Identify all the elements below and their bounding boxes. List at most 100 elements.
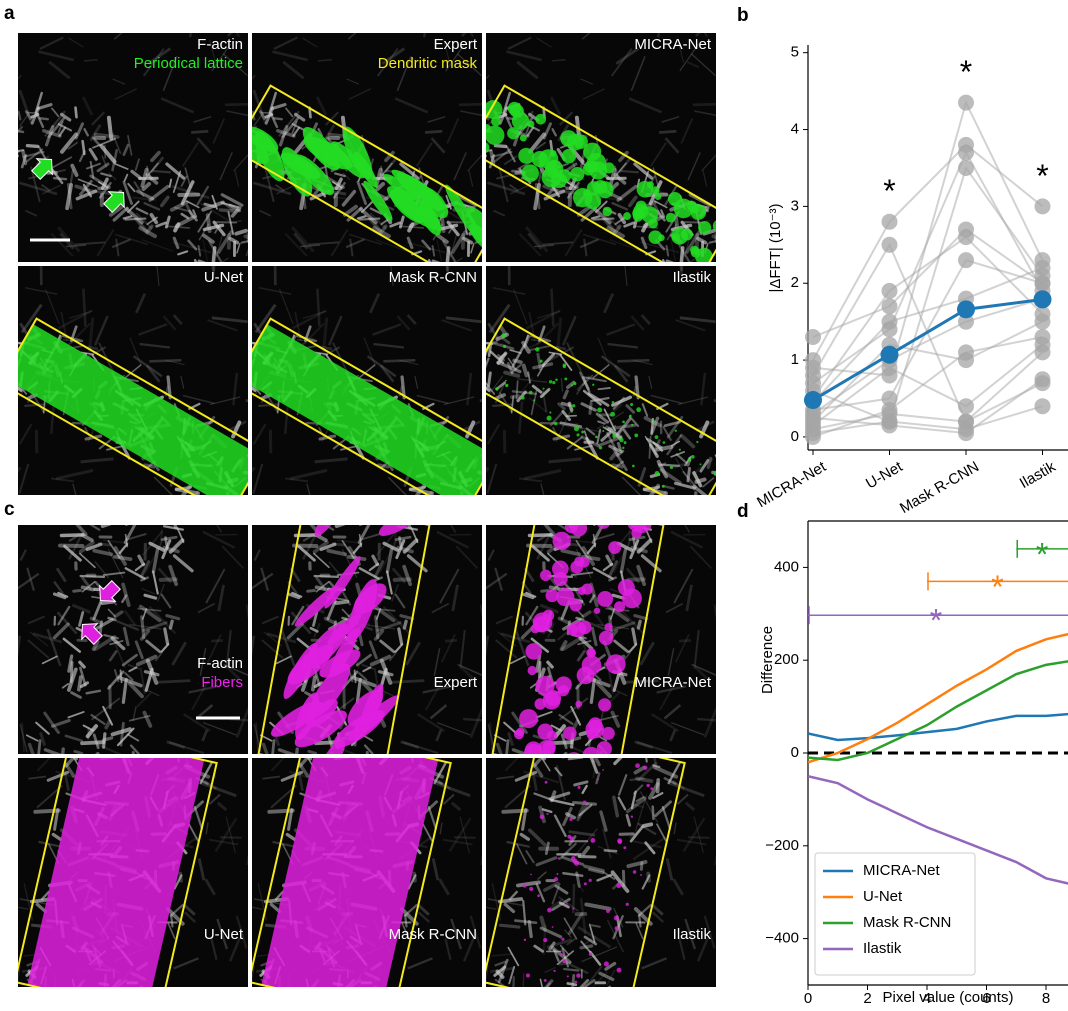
paired-point (882, 298, 898, 314)
texture (142, 617, 144, 638)
segmentation-mask (558, 857, 560, 859)
texture (327, 754, 332, 759)
segmentation-mask (540, 570, 551, 581)
texture (605, 850, 616, 851)
segmentation-mask (495, 387, 498, 390)
texture (2, 144, 16, 149)
texture (618, 443, 620, 449)
y-tick-label: 5 (791, 44, 799, 61)
texture (0, 381, 11, 384)
texture (717, 223, 732, 232)
texture (641, 863, 642, 870)
segmentation-mask (566, 903, 568, 905)
texture (352, 990, 370, 997)
segmentation-mask (571, 384, 573, 386)
x-tick-label: Mask R-CNN (897, 458, 982, 517)
segmentation-mask (666, 213, 676, 223)
texture (83, 141, 85, 154)
paired-point (882, 402, 898, 418)
micrograph (478, 502, 719, 785)
texture (358, 1001, 361, 1006)
segmentation-mask (640, 874, 642, 876)
segmentation-mask (690, 246, 699, 255)
segmentation-mask (516, 728, 525, 737)
texture (696, 505, 701, 523)
segmentation-mask (545, 781, 548, 784)
tile-caption: Expert (434, 36, 478, 53)
x-tick-label: Ilastik (1017, 458, 1059, 492)
texture (95, 134, 117, 137)
segmentation-mask (555, 378, 558, 381)
texture (71, 662, 72, 681)
x-tick-label: 2 (863, 990, 871, 1006)
segmentation-mask (614, 916, 619, 921)
texture (82, 742, 103, 743)
segmentation-mask (485, 126, 504, 145)
micrograph (15, 723, 252, 1006)
texture (714, 219, 727, 256)
y-tick-label: 2 (791, 274, 799, 291)
segmentation-mask (563, 959, 567, 963)
texture (76, 108, 77, 117)
texture (11, 154, 17, 156)
segmentation-mask (572, 404, 575, 407)
y-axis-label: Difference (759, 626, 776, 694)
texture (621, 171, 639, 172)
segmentation-mask (602, 769, 604, 771)
segmentation-mask (662, 485, 665, 488)
mean-point (881, 346, 899, 364)
texture (539, 515, 549, 520)
texture (542, 590, 549, 591)
segmentation-mask (571, 410, 573, 412)
segmentation-mask (526, 974, 530, 978)
texture (462, 505, 467, 523)
texture (94, 507, 95, 514)
segmentation-mask (632, 465, 635, 468)
paired-point (958, 398, 974, 414)
paired-point (1035, 329, 1051, 345)
segmentation-mask (547, 416, 552, 421)
texture (594, 518, 614, 524)
segmentation-mask (523, 884, 527, 888)
texture (24, 404, 44, 406)
segmentation-mask (545, 160, 563, 178)
segmentation-mask (543, 938, 547, 942)
tile-caption: Expert (434, 674, 478, 691)
segmentation-mask (631, 528, 642, 539)
texture (563, 754, 572, 758)
texture (75, 751, 82, 753)
segmentation-mask (713, 220, 726, 233)
y-axis-label: |ΔFFT| (10⁻³) (767, 203, 784, 292)
texture (376, 617, 378, 638)
segmentation-mask (556, 873, 558, 875)
segmentation-mask (583, 801, 587, 805)
segmentation-mask (520, 135, 527, 142)
paired-point (958, 252, 974, 268)
texture (272, 740, 274, 759)
texture (524, 366, 527, 376)
texture (35, 811, 58, 812)
segmentation-mask (612, 434, 616, 438)
texture (695, 493, 696, 503)
texture (374, 989, 390, 998)
texture (425, 131, 442, 132)
segmentation-mask (563, 363, 566, 366)
segmentation-mask (554, 877, 558, 881)
texture (583, 514, 599, 517)
segmentation-mask (574, 861, 579, 866)
micrograph (483, 723, 720, 1006)
paired-point (805, 410, 821, 426)
segmentation-mask (602, 727, 615, 740)
texture (646, 753, 647, 762)
texture (222, 8, 239, 36)
segmentation-mask (528, 666, 537, 675)
segmentation-mask (550, 150, 557, 157)
y-tick-label: 1 (791, 351, 799, 368)
segmentation-mask (617, 968, 622, 973)
paired-point (1035, 398, 1051, 414)
segmentation-mask (543, 610, 555, 622)
texture (102, 602, 113, 603)
segmentation-mask (569, 836, 573, 840)
x-tick-label: 0 (804, 990, 812, 1006)
texture (658, 6, 663, 37)
